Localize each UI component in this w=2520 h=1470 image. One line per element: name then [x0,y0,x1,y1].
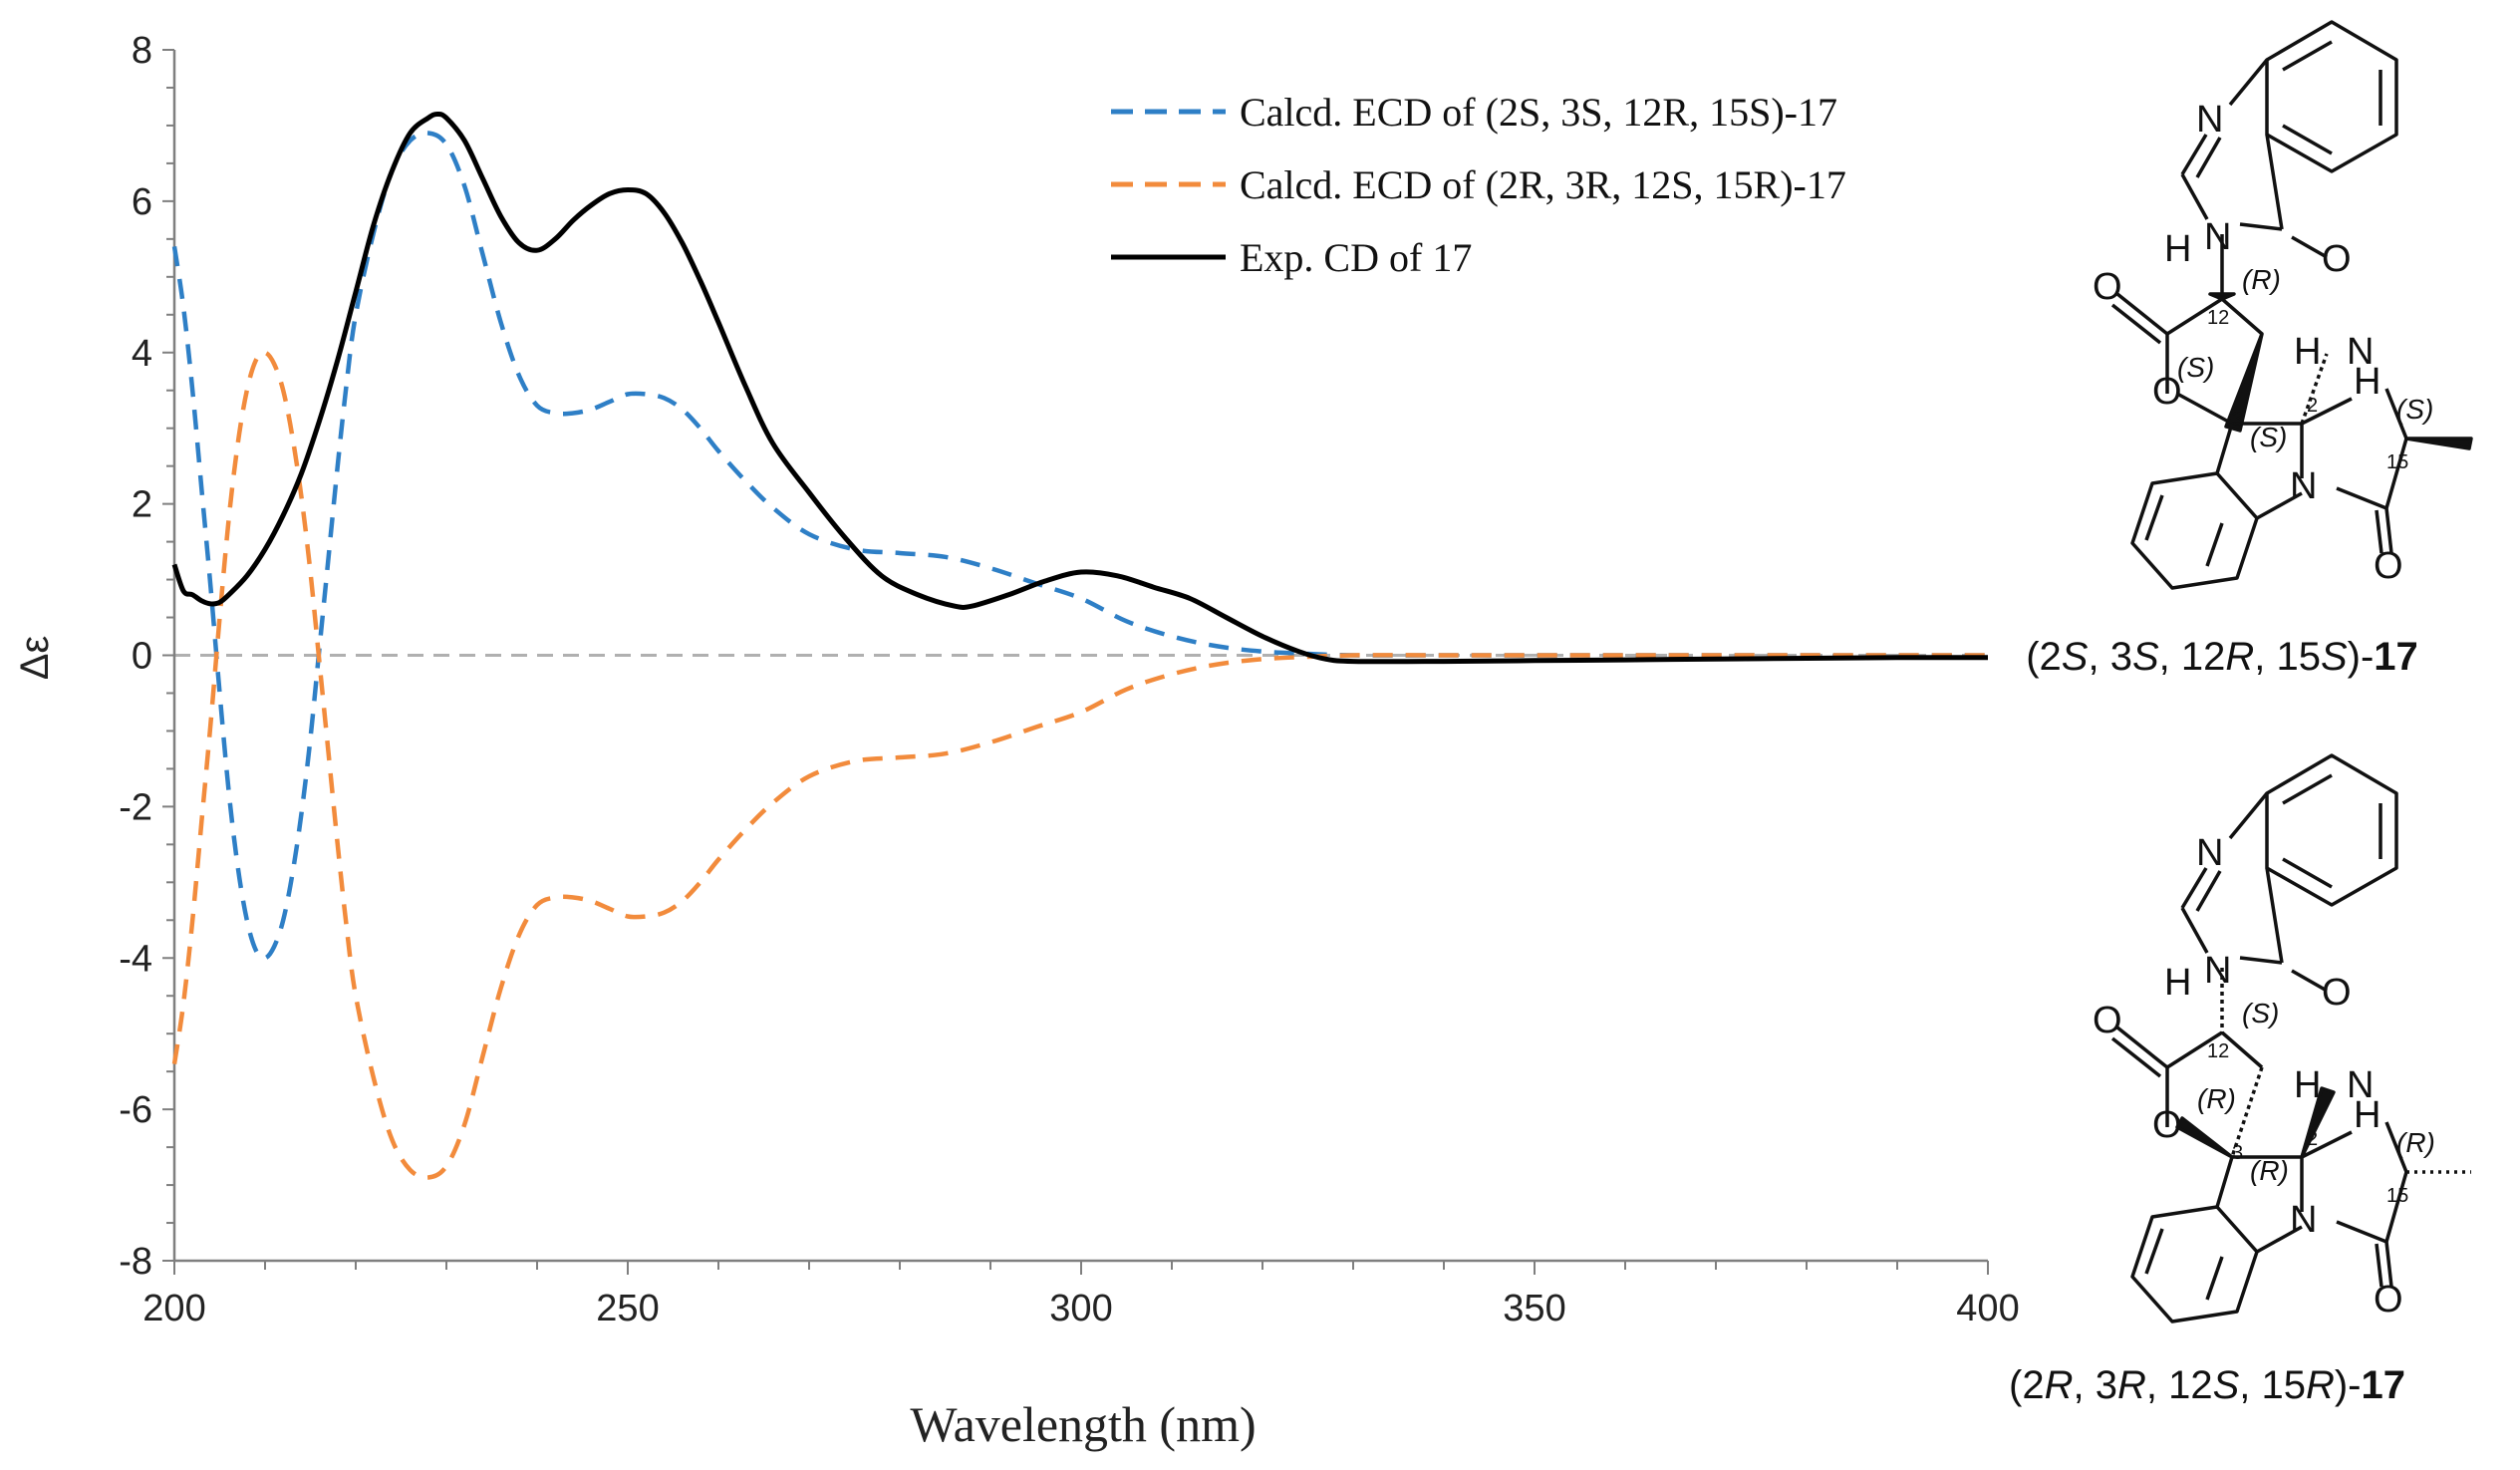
x-tick-label: 300 [1049,1288,1112,1329]
num-12-2: 12 [2207,1040,2229,1062]
atom-n4: N [2290,465,2317,507]
num-15-2: 15 [2386,1185,2408,1207]
x-tick-label: 250 [596,1288,659,1329]
atom-n1: N [2196,99,2223,141]
atom-n3: N [2347,331,2374,373]
wedge-c15-methyl [2404,437,2473,450]
stereo-c15: (S) [2396,394,2433,425]
x-tick-label: 350 [1503,1288,1565,1329]
y-tick-label: -8 [119,1241,152,1283]
x-tick-label: 400 [1956,1288,2019,1329]
calcd-2r-series [171,350,1988,1180]
atom-n4-2: N [2290,1199,2317,1241]
atom-h3-2: H [2354,1094,2380,1136]
structure-1-caption: (2S, 3S, 12R, 15S)-17 [2026,635,2418,679]
structure-2s-3s-12r-15s [2110,20,2473,590]
y-tick-label: 8 [132,30,152,72]
atom-o3-2: O [2152,1104,2182,1146]
stereo-c2: (S) [2250,422,2287,452]
y-tick-label: -2 [119,786,152,828]
atom-o3: O [2152,371,2182,413]
legend-label-exp: Exp. CD of 17 [1240,235,1472,280]
stereo-c15-2: (R) [2396,1127,2435,1158]
num-12: 12 [2207,307,2229,329]
y-axis-title: Δε [13,636,57,681]
wedge-c12 [2208,292,2236,301]
atom-h1: H [2164,228,2191,270]
structure-2-caption: (2R, 3R, 12S, 15R)-17 [2009,1363,2405,1407]
stereo-c2-2: (R) [2250,1155,2289,1186]
atom-n1-2: N [2196,832,2223,874]
atom-o1: O [2322,238,2352,280]
x-axis-ticks: 200 250 300 350 400 [142,1261,2020,1329]
calcd-2s-series [171,131,1988,961]
structure-2-labels: N N O H (S) 12 O O (R) 3 H N H 2 (R) (R)… [2009,832,2435,1407]
quinazolinone-benzene-ring-2 [2265,753,2398,907]
num-2-2: 2 [2307,1128,2318,1150]
y-tick-label: 4 [132,333,152,375]
wedge-c3-o [2175,1116,2234,1159]
plot-area: -8 -6 -4 -2 0 2 4 6 8 200 250 300 350 400 [119,30,2020,1329]
atom-o4: O [2374,545,2403,587]
structure-2r-3r-12s-15r [2110,753,2471,1323]
structure-1-labels: N N O H (R) 12 O O (S) 3 H N H 2 (S) (S)… [2026,99,2433,679]
stereo-c12-2: (S) [2242,998,2279,1029]
stereo-c3: (S) [2177,352,2214,383]
atom-n3-2: N [2347,1064,2374,1106]
stereo-c12: (R) [2242,264,2281,295]
quinazolinone-benzene-ring [2265,20,2398,173]
legend-label-calcd-2s: Calcd. ECD of (2S, 3S, 12R, 15S)-17 [1240,90,1837,135]
y-tick-label: 2 [132,484,152,526]
num-2: 2 [2307,395,2318,417]
num-15: 15 [2386,451,2408,473]
stereo-c3-2: (R) [2197,1083,2236,1114]
series-layer [171,111,1989,1180]
atom-o1-2: O [2322,972,2352,1014]
y-tick-label: 0 [132,636,152,678]
atom-h2: H [2294,331,2321,373]
atom-n2-2: N [2204,950,2231,992]
x-axis-title: Wavelength (nm) [910,1396,1256,1452]
atom-h1-2: H [2164,962,2191,1004]
atom-o2-2: O [2093,1000,2122,1041]
atom-h3: H [2354,361,2380,403]
exp-cd-series [171,111,1989,665]
wedge-c2-h [2300,1086,2336,1159]
wedge-c3 [2224,332,2264,433]
num-3-2: 3 [2232,1142,2243,1164]
y-tick-label: -4 [119,938,152,980]
y-axis-ticks: -8 -6 -4 -2 0 2 4 6 8 [119,30,174,1283]
x-tick-label: 200 [142,1288,205,1329]
atom-o4-2: O [2374,1279,2403,1321]
atom-o2: O [2093,266,2122,308]
legend-label-calcd-2r: Calcd. ECD of (2R, 3R, 12S, 15R)-17 [1240,162,1846,207]
legend: Calcd. ECD of (2S, 3S, 12R, 15S)-17 Calc… [1111,90,1846,280]
atom-n2: N [2204,216,2231,258]
atom-h2-2: H [2294,1064,2321,1106]
num-3: 3 [2232,409,2243,431]
y-tick-label: 6 [132,181,152,223]
y-tick-label: -6 [119,1089,152,1131]
